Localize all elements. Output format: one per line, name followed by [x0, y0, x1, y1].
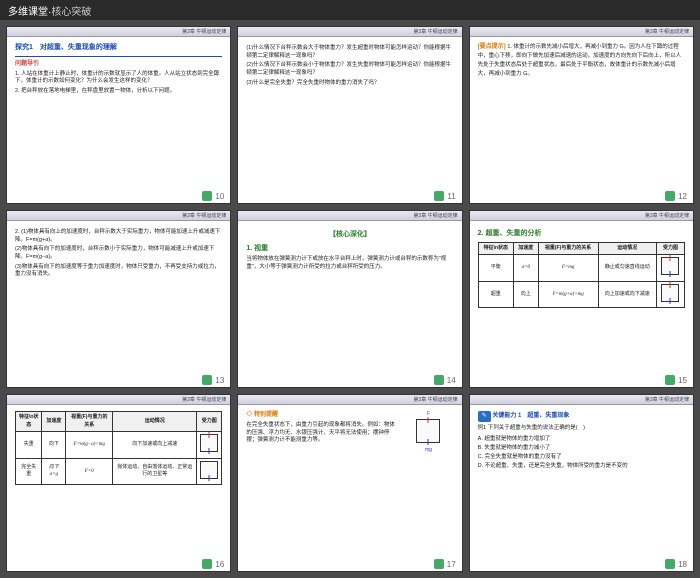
td: F=m(g−a)<mg: [66, 432, 113, 459]
td: 失重: [16, 432, 42, 459]
paragraph: (2)什么情况下台秤示数会小于物体重力？发生失重时物体可能怎样运动？你能根据牛顿…: [246, 62, 453, 77]
slide-topbar: 第3章 牛顿运动定律: [7, 27, 230, 37]
slide-badge-icon: [434, 191, 444, 201]
question-1: 1. 人站在体重计上静止时，体重计的示数就显示了人的体重。人从站立状态到完全蹲下…: [15, 71, 222, 86]
td: 超重: [478, 281, 513, 308]
header-title: 多维课堂·: [8, 3, 51, 18]
special-tip-label: ◇ 特别提醒: [246, 412, 278, 418]
core-bracket: 【核心深化】: [246, 230, 453, 241]
slide-badge-icon: [434, 375, 444, 385]
analysis-table: 特征\n状态 加速度 视重(F)与重力的关系 运动情况 受力图 失重 向下 F=…: [15, 411, 222, 485]
header-subtitle: 核心突破: [51, 3, 91, 18]
th: 加速度: [42, 412, 66, 432]
slide-topbar: 第3章 牛顿运动定律: [7, 211, 230, 221]
explore-title: 探究1 对超重、失重现象的理解: [15, 43, 222, 57]
th: 运动情况: [598, 242, 656, 255]
paragraph: 当将物体放在弹簧测力计下或放在水平台秤上时，弹簧测力计或台秤的示数称为"视重"，…: [246, 256, 453, 271]
slide-number: 10: [215, 192, 224, 201]
th: 运动情况: [113, 412, 197, 432]
question-label: 问题导引: [15, 60, 222, 69]
td: F=0: [66, 458, 113, 485]
slide-topbar: 第3章 牛顿运动定律: [238, 395, 461, 405]
th: 受力图: [197, 412, 222, 432]
td: 向下 a=g: [42, 458, 66, 485]
td: a=0: [513, 255, 538, 282]
option-c: C. 完全失重就是物体的重力没有了: [478, 453, 685, 461]
slide-number: 13: [215, 376, 224, 385]
slide-badge-icon: [202, 375, 212, 385]
paragraph: (3)物体具有向下的加速度等于重力加速度时，物体只受重力，不再受支持力或拉力，重…: [15, 264, 222, 279]
slide-number: 12: [678, 192, 687, 201]
tip-text: 1. 体重计的示数先减小后增大，再减小到重力 G。因为人在下蹲的过程中，重心下移…: [478, 44, 682, 77]
td: 静止或匀速直线运动: [598, 255, 656, 282]
slide-topbar: 第3章 牛顿运动定律: [7, 395, 230, 405]
option-a: A. 超重就是物体的重力增加了: [478, 435, 685, 443]
td: 向下加速或向上减速: [113, 432, 197, 459]
th: 特征\n状态: [16, 412, 42, 432]
question-2: 2. 把台秤放在落地电梯里，在秤盘里放置一物体，分析以下问题。: [15, 88, 222, 96]
th: 受力图: [656, 242, 684, 255]
slide-11[interactable]: 第3章 牛顿运动定律 (1)什么情况下台秤示数会大于物体重力？发生超重时物体可能…: [237, 26, 462, 204]
td: 平衡: [478, 255, 513, 282]
td: 向上加速或向下减速: [598, 281, 656, 308]
force-diagram-cell: [656, 281, 684, 308]
td: 向上: [513, 281, 538, 308]
slide-15[interactable]: 第3章 牛顿运动定律 2. 超重、失重的分析 特征\n状态 加速度 视重(F)与…: [469, 210, 694, 388]
paragraph: (1)什么情况下台秤示数会大于物体重力？发生超重时物体可能怎样运动？你能根据牛顿…: [246, 45, 453, 60]
th: 视重(F)与重力的关系: [538, 242, 598, 255]
key-ability-title: 关键能力 1 超重、失重现象: [492, 413, 569, 419]
app-header: 多维课堂· 核心突破: [0, 0, 700, 20]
force-diagram: F mg: [403, 411, 453, 454]
slide-badge-icon: [665, 559, 675, 569]
paragraph: 2. (1)物体具有向上的加速度时，台秤示数大于实际重力，物体可能加速上升或减速…: [15, 229, 222, 244]
slide-number: 16: [215, 560, 224, 569]
slide-13[interactable]: 第3章 牛顿运动定律 2. (1)物体具有向上的加速度时，台秤示数大于实际重力，…: [6, 210, 231, 388]
td: 完全失重: [16, 458, 42, 485]
slide-10[interactable]: 第3章 牛顿运动定律 探究1 对超重、失重现象的理解 问题导引 1. 人站在体重…: [6, 26, 231, 204]
slide-16[interactable]: 第3章 牛顿运动定律 特征\n状态 加速度 视重(F)与重力的关系 运动情况 受…: [6, 394, 231, 572]
slide-number: 14: [447, 376, 456, 385]
td: 抛体运动、自由落体运动、正常运行的卫星等: [113, 458, 197, 485]
slide-18[interactable]: 第3章 牛顿运动定律 ✎ 关键能力 1 超重、失重现象 例1 下列关于超重与失重…: [469, 394, 694, 572]
example-stem: 例1 下列关于超重与失重的说法正确的是( ): [478, 425, 685, 433]
td: F=mg: [538, 255, 598, 282]
force-diagram-cell: [197, 458, 222, 485]
th: 特征\n状态: [478, 242, 513, 255]
paragraph: (2)物体具有向下的加速度时，台秤示数小于实际重力，物体可能减速上升或加速下降。…: [15, 246, 222, 261]
slide-badge-icon: [202, 559, 212, 569]
slide-number: 17: [447, 560, 456, 569]
analysis-table: 特征\n状态 加速度 视重(F)与重力的关系 运动情况 受力图 平衡 a=0 F…: [478, 242, 685, 309]
section-heading: 1. 视重: [246, 244, 453, 255]
slide-topbar: 第3章 牛顿运动定律: [470, 395, 693, 405]
key-ability-label: ✎: [478, 411, 491, 422]
slide-number: 15: [678, 376, 687, 385]
slide-number: 11: [447, 192, 455, 201]
slide-badge-icon: [434, 559, 444, 569]
tip-label: [要点提示]: [478, 44, 506, 50]
slide-badge-icon: [202, 191, 212, 201]
th: 视重(F)与重力的关系: [66, 412, 113, 432]
th: 加速度: [513, 242, 538, 255]
option-b: B. 失重就是物体的重力减小了: [478, 444, 685, 452]
slide-topbar: 第3章 牛顿运动定律: [238, 27, 461, 37]
slide-badge-icon: [665, 191, 675, 201]
slide-grid: 第3章 牛顿运动定律 探究1 对超重、失重现象的理解 问题导引 1. 人站在体重…: [0, 20, 700, 578]
slide-14[interactable]: 第3章 牛顿运动定律 【核心深化】 1. 视重 当将物体放在弹簧测力计下或放在水…: [237, 210, 462, 388]
slide-12[interactable]: 第3章 牛顿运动定律 [要点提示] 1. 体重计的示数先减小后增大，再减小到重力…: [469, 26, 694, 204]
slide-badge-icon: [665, 375, 675, 385]
slide-topbar: 第3章 牛顿运动定律: [470, 211, 693, 221]
td: F=m(g+a)>mg: [538, 281, 598, 308]
paragraph: (3)什么是完全失重？完全失重时物体的重力消失了吗？: [246, 80, 453, 88]
slide-topbar: 第3章 牛顿运动定律: [238, 211, 461, 221]
section-heading: 2. 超重、失重的分析: [478, 229, 685, 240]
tip-text: 在完全失重状态下，由重力引起的现象都将消失。例如：物体的压强、浮力均无、水银压强…: [246, 422, 397, 445]
slide-number: 18: [678, 560, 687, 569]
slide-topbar: 第3章 牛顿运动定律: [470, 27, 693, 37]
option-d: D. 不论超重、失重，还是完全失重，物体所受的重力是不变的: [478, 462, 685, 470]
force-diagram-cell: [656, 255, 684, 282]
slide-17[interactable]: 第3章 牛顿运动定律 ◇ 特别提醒 在完全失重状态下，由重力引起的现象都将消失。…: [237, 394, 462, 572]
force-diagram-cell: [197, 432, 222, 459]
td: 向下: [42, 432, 66, 459]
